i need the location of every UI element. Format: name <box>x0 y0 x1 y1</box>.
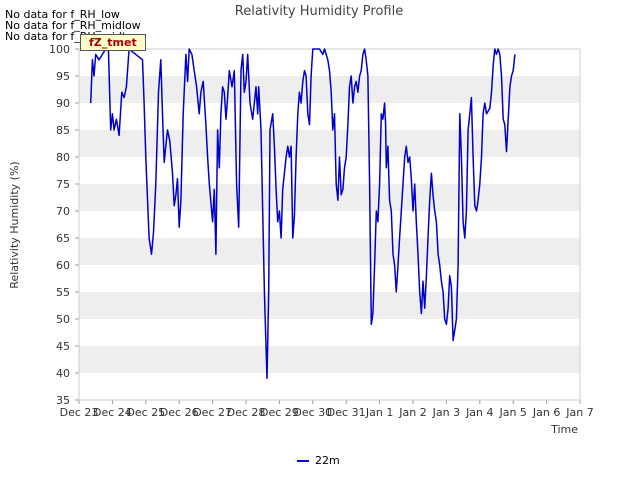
x-tick-label: Jan 2 <box>398 406 426 419</box>
y-tick-label: 55 <box>56 286 70 299</box>
y-tick-label: 65 <box>56 232 70 245</box>
x-tick-label: Jan 1 <box>365 406 393 419</box>
x-tick-label: Dec 27 <box>193 406 232 419</box>
background-band <box>79 238 580 265</box>
x-tick-label: Dec 24 <box>93 406 132 419</box>
y-tick-label: 100 <box>49 43 70 56</box>
legend[interactable]: 22m <box>297 454 340 467</box>
no-data-note-midlow: No data for f_RH_midlow <box>5 19 141 32</box>
y-tick-label: 40 <box>56 367 70 380</box>
legend-label: 22m <box>315 454 340 467</box>
background-band <box>79 373 580 400</box>
x-tick-label: Jan 6 <box>532 406 560 419</box>
no-data-note-low: No data for f_RH_low <box>5 8 120 21</box>
y-tick-label: 90 <box>56 97 70 110</box>
site-badge[interactable]: fZ_tmet <box>80 34 146 51</box>
y-tick-label: 80 <box>56 151 70 164</box>
y-tick-label: 75 <box>56 178 70 191</box>
y-tick-label: 85 <box>56 124 70 137</box>
series-group <box>89 48 516 380</box>
y-axis-ticks: 35 40 45 50 55 60 65 70 75 80 85 90 95 100 <box>49 43 79 407</box>
x-tick-label: Jan 4 <box>465 406 493 419</box>
y-tick-label: 70 <box>56 205 70 218</box>
x-tick-label: Jan 3 <box>432 406 460 419</box>
background-band <box>79 184 580 211</box>
y-axis-title: Relativity Humidity (%) <box>8 161 21 288</box>
y-tick-label: 95 <box>56 70 70 83</box>
y-tick-label: 45 <box>56 340 70 353</box>
chart-title: Relativity Humidity Profile <box>235 4 403 19</box>
x-tick-label: Dec 29 <box>260 406 299 419</box>
y-tick-label: 35 <box>56 394 70 407</box>
y-tick-label: 50 <box>56 313 70 326</box>
x-tick-label: Dec 28 <box>227 406 266 419</box>
x-tick-label: Dec 31 <box>327 406 366 419</box>
x-tick-label: Dec 26 <box>160 406 199 419</box>
x-axis-title: Time <box>550 423 578 436</box>
legend-swatch <box>297 459 309 462</box>
background-band <box>79 346 580 373</box>
background-band <box>79 157 580 184</box>
y-tick-label: 60 <box>56 259 70 272</box>
x-tick-label: Dec 23 <box>60 406 99 419</box>
series-line-22m <box>89 48 516 380</box>
background-band <box>79 211 580 238</box>
background-band <box>79 319 580 346</box>
background-band <box>79 265 580 292</box>
x-tick-label: Jan 7 <box>565 406 593 419</box>
x-tick-label: Jan 5 <box>498 406 526 419</box>
plot-frame <box>78 48 581 401</box>
x-tick-label: Dec 30 <box>293 406 332 419</box>
x-tick-label: Dec 25 <box>126 406 165 419</box>
background-band <box>79 292 580 319</box>
